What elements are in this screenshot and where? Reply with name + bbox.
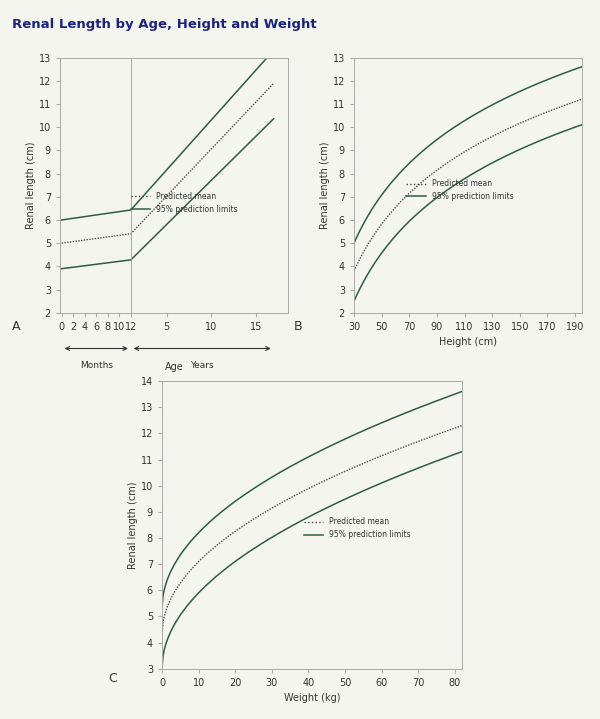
Legend: Predicted mean, 95% prediction limits: Predicted mean, 95% prediction limits [403, 176, 517, 204]
Text: Renal Length by Age, Height and Weight: Renal Length by Age, Height and Weight [12, 18, 317, 31]
X-axis label: Height (cm): Height (cm) [439, 337, 497, 347]
Text: Years: Years [190, 361, 214, 370]
Text: A: A [12, 320, 20, 333]
Text: B: B [294, 320, 302, 333]
Text: Months: Months [80, 361, 113, 370]
Y-axis label: Renal length (cm): Renal length (cm) [26, 142, 36, 229]
X-axis label: Weight (kg): Weight (kg) [284, 693, 340, 703]
Y-axis label: Renal length (cm): Renal length (cm) [320, 142, 330, 229]
Legend: Predicted mean, 95% prediction limits: Predicted mean, 95% prediction limits [128, 189, 241, 217]
Y-axis label: Renal length (cm): Renal length (cm) [128, 481, 138, 569]
X-axis label: Age: Age [164, 362, 184, 372]
Text: C: C [108, 672, 117, 685]
Legend: Predicted mean, 95% prediction limits: Predicted mean, 95% prediction limits [301, 514, 414, 542]
